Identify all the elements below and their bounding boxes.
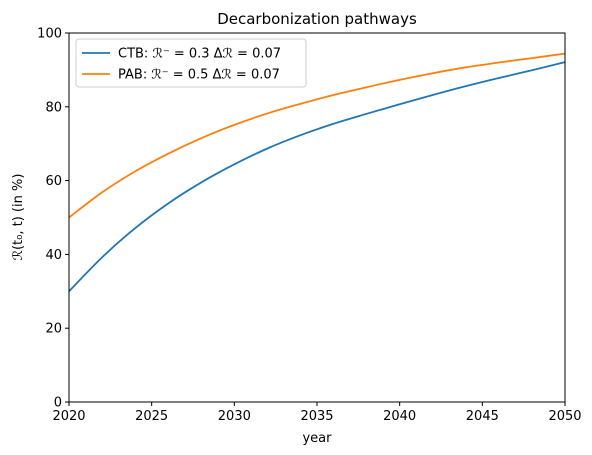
y-tick-label: 20 bbox=[45, 322, 62, 337]
legend: CTB: ℛ⁻ = 0.3 Δℛ = 0.07 PAB: ℛ⁻ = 0.5 Δℛ … bbox=[75, 38, 307, 88]
legend-label-2: PAB: ℛ⁻ = 0.5 Δℛ = 0.07 bbox=[118, 68, 280, 83]
x-tick-label: 2020 bbox=[52, 409, 85, 424]
y-tick-label: 100 bbox=[37, 27, 62, 42]
y-tick-label: 40 bbox=[45, 248, 62, 263]
x-tick-label: 2035 bbox=[300, 409, 333, 424]
axes-frame bbox=[68, 32, 566, 403]
series-line-2 bbox=[68, 52, 566, 219]
x-tick-label: 2040 bbox=[383, 409, 416, 424]
series-line-1 bbox=[68, 61, 566, 292]
legend-label-1: CTB: ℛ⁻ = 0.3 Δℛ = 0.07 bbox=[118, 47, 281, 62]
x-tick-label: 2025 bbox=[135, 409, 168, 424]
x-axis-label: year bbox=[302, 431, 332, 446]
y-tick-label: 0 bbox=[54, 396, 62, 411]
legend-frame bbox=[75, 38, 307, 88]
chart-title: Decarbonization pathways bbox=[217, 10, 417, 28]
y-tick-label: 80 bbox=[45, 100, 62, 115]
y-axis-label: ℛ(t₀, t) (in %) bbox=[11, 174, 26, 261]
x-tick-label: 2030 bbox=[218, 409, 251, 424]
x-tick-label: 2045 bbox=[466, 409, 499, 424]
plot-area bbox=[68, 52, 566, 292]
x-tick-label: 2050 bbox=[548, 409, 581, 424]
y-tick-label: 60 bbox=[45, 174, 62, 189]
